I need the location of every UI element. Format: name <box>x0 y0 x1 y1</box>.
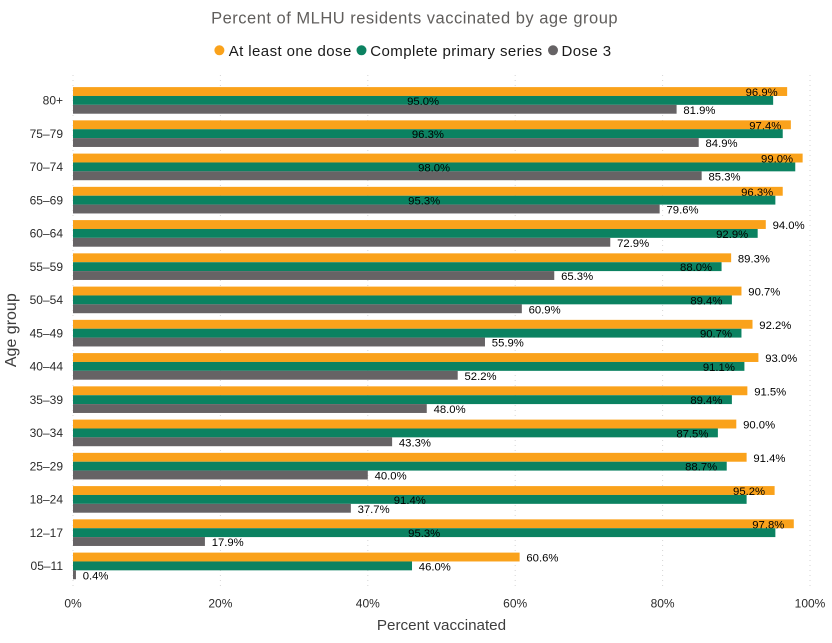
svg-text:37.7%: 37.7% <box>358 504 390 516</box>
svg-text:50–54: 50–54 <box>30 293 64 307</box>
svg-text:46.0%: 46.0% <box>419 561 451 573</box>
svg-text:Percent vaccinated: Percent vaccinated <box>377 617 506 634</box>
svg-text:91.5%: 91.5% <box>754 386 786 398</box>
svg-text:18–24: 18–24 <box>30 493 64 507</box>
svg-text:55–59: 55–59 <box>30 260 64 274</box>
svg-text:0%: 0% <box>64 597 82 611</box>
svg-text:81.9%: 81.9% <box>683 105 715 117</box>
svg-text:91.4%: 91.4% <box>753 453 785 465</box>
svg-text:At least one dose: At least one dose <box>229 43 352 60</box>
svg-text:0.4%: 0.4% <box>83 570 109 582</box>
svg-text:89.3%: 89.3% <box>738 253 770 265</box>
svg-text:60.9%: 60.9% <box>529 304 561 316</box>
svg-text:88.7%: 88.7% <box>685 462 717 474</box>
svg-text:Percent of MLHU residents vacc: Percent of MLHU residents vaccinated by … <box>211 10 618 28</box>
svg-text:60%: 60% <box>503 597 527 611</box>
svg-text:85.3%: 85.3% <box>709 171 741 183</box>
svg-text:75–79: 75–79 <box>30 127 64 141</box>
svg-text:89.4%: 89.4% <box>690 295 722 307</box>
svg-text:30–34: 30–34 <box>30 426 64 440</box>
svg-text:Dose 3: Dose 3 <box>562 43 612 60</box>
svg-text:48.0%: 48.0% <box>434 404 466 416</box>
svg-text:25–29: 25–29 <box>30 460 64 474</box>
svg-text:20%: 20% <box>208 597 232 611</box>
svg-text:80+: 80+ <box>43 94 63 108</box>
svg-text:43.3%: 43.3% <box>399 437 431 449</box>
svg-text:17.9%: 17.9% <box>212 537 244 549</box>
svg-text:94.0%: 94.0% <box>773 220 805 232</box>
svg-text:92.9%: 92.9% <box>716 229 748 241</box>
svg-text:90.0%: 90.0% <box>743 420 775 432</box>
svg-text:80%: 80% <box>651 597 675 611</box>
svg-text:40.0%: 40.0% <box>375 471 407 483</box>
svg-text:88.0%: 88.0% <box>680 262 712 274</box>
svg-text:91.4%: 91.4% <box>394 495 426 507</box>
svg-text:Complete primary series: Complete primary series <box>370 43 542 60</box>
svg-text:65.3%: 65.3% <box>561 271 593 283</box>
svg-text:70–74: 70–74 <box>30 160 64 174</box>
svg-text:35–39: 35–39 <box>30 393 64 407</box>
svg-text:72.9%: 72.9% <box>617 238 649 250</box>
svg-text:93.0%: 93.0% <box>765 353 797 365</box>
svg-text:87.5%: 87.5% <box>676 428 708 440</box>
svg-text:91.1%: 91.1% <box>703 362 735 374</box>
svg-text:89.4%: 89.4% <box>690 395 722 407</box>
svg-text:84.9%: 84.9% <box>706 138 738 150</box>
svg-text:90.7%: 90.7% <box>700 329 732 341</box>
svg-text:40–44: 40–44 <box>30 360 64 374</box>
svg-text:40%: 40% <box>356 597 380 611</box>
svg-text:55.9%: 55.9% <box>492 338 524 350</box>
svg-text:90.7%: 90.7% <box>748 287 780 299</box>
svg-text:92.2%: 92.2% <box>759 320 791 332</box>
svg-text:79.6%: 79.6% <box>667 205 699 217</box>
svg-text:45–49: 45–49 <box>30 327 64 341</box>
svg-text:100%: 100% <box>795 597 826 611</box>
svg-text:60.6%: 60.6% <box>526 553 558 565</box>
svg-text:95.3%: 95.3% <box>408 528 440 540</box>
svg-text:Age group: Age group <box>3 293 20 367</box>
svg-text:60–64: 60–64 <box>30 227 64 241</box>
svg-text:05–11: 05–11 <box>31 559 64 573</box>
svg-text:65–69: 65–69 <box>30 194 64 208</box>
svg-text:52.2%: 52.2% <box>465 371 497 383</box>
svg-text:12–17: 12–17 <box>30 526 64 540</box>
